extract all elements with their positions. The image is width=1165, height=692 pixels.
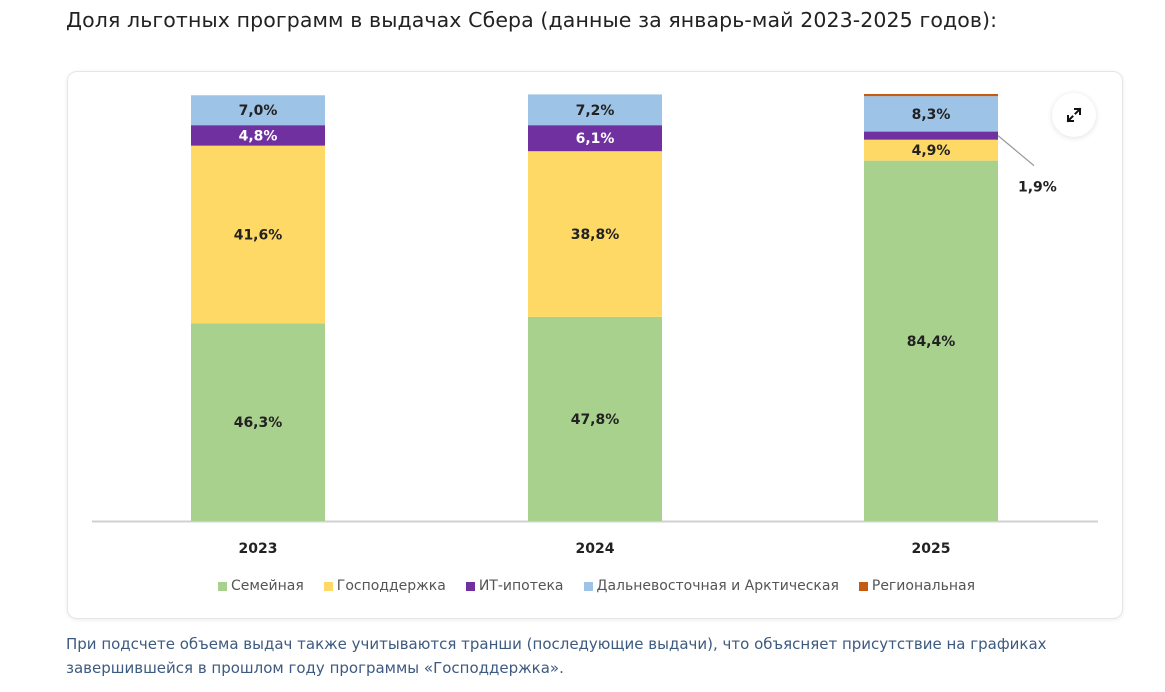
data-label: 84,4% — [907, 334, 956, 350]
legend-label: ИТ-ипотека — [478, 578, 564, 594]
data-label: 46,3% — [234, 415, 283, 431]
data-label: 7,2% — [576, 103, 615, 119]
legend-swatch — [217, 581, 227, 591]
bar-segment-2025-3 — [864, 96, 998, 132]
chart-legend: Семейная Господдержка ИТ-ипотека Дальневост… — [0, 578, 1165, 594]
legend-item: Господдержка — [323, 578, 446, 594]
bar-segment-2024-2 — [528, 125, 662, 152]
legend-label: Региональная — [871, 578, 976, 594]
data-label: 4,9% — [912, 143, 951, 159]
footnote: При подсчете объема выдач также учитываю… — [66, 635, 1047, 677]
legend-item: Семейная — [217, 578, 304, 594]
x-tick-label: 2025 — [912, 541, 951, 557]
legend-label: Дальневосточная и Арктическая — [596, 578, 839, 594]
x-tick-label: 2023 — [239, 541, 278, 557]
data-label: 4,8% — [239, 128, 278, 144]
legend-item: Региональная — [858, 578, 976, 594]
legend-swatch — [323, 581, 333, 591]
legend-item: ИТ-ипотека — [465, 578, 564, 594]
bar-segment-2024-1 — [528, 151, 662, 317]
bar-segment-2023-1 — [191, 145, 325, 324]
bar-segment-2025-4 — [864, 94, 998, 97]
expand-button[interactable] — [1052, 93, 1096, 137]
callout-label: 1,9% — [1018, 180, 1057, 196]
bar-segment-2024-0 — [528, 316, 662, 521]
bar-segment-2025-2 — [864, 131, 998, 140]
expand-arrows-icon — [1066, 107, 1082, 123]
legend-label: Семейная — [230, 578, 304, 594]
data-label: 47,8% — [571, 412, 620, 428]
legend-swatch — [465, 581, 475, 591]
callout-line — [997, 135, 1035, 167]
data-label: 8,3% — [912, 107, 951, 123]
bar-segment-2024-3 — [528, 94, 662, 126]
bar-segment-2023-2 — [191, 125, 325, 146]
x-tick-label: 2024 — [576, 541, 615, 557]
bar-segment-2025-0 — [864, 160, 998, 521]
bar-segment-2025-1 — [864, 139, 998, 161]
legend-item: Дальневосточная и Арктическая — [583, 578, 839, 594]
bar-segment-2023-0 — [191, 323, 325, 521]
legend-label: Господдержка — [336, 578, 446, 594]
data-label: 38,8% — [571, 227, 620, 243]
data-label: 41,6% — [234, 227, 283, 243]
legend-swatch — [858, 581, 868, 591]
bar-segment-2023-3 — [191, 95, 325, 126]
legend-swatch — [583, 581, 593, 591]
data-label: 6,1% — [576, 131, 615, 147]
page-title: Доля льготных программ в выдачах Сбера (… — [66, 8, 998, 32]
data-label: 7,0% — [239, 103, 278, 119]
